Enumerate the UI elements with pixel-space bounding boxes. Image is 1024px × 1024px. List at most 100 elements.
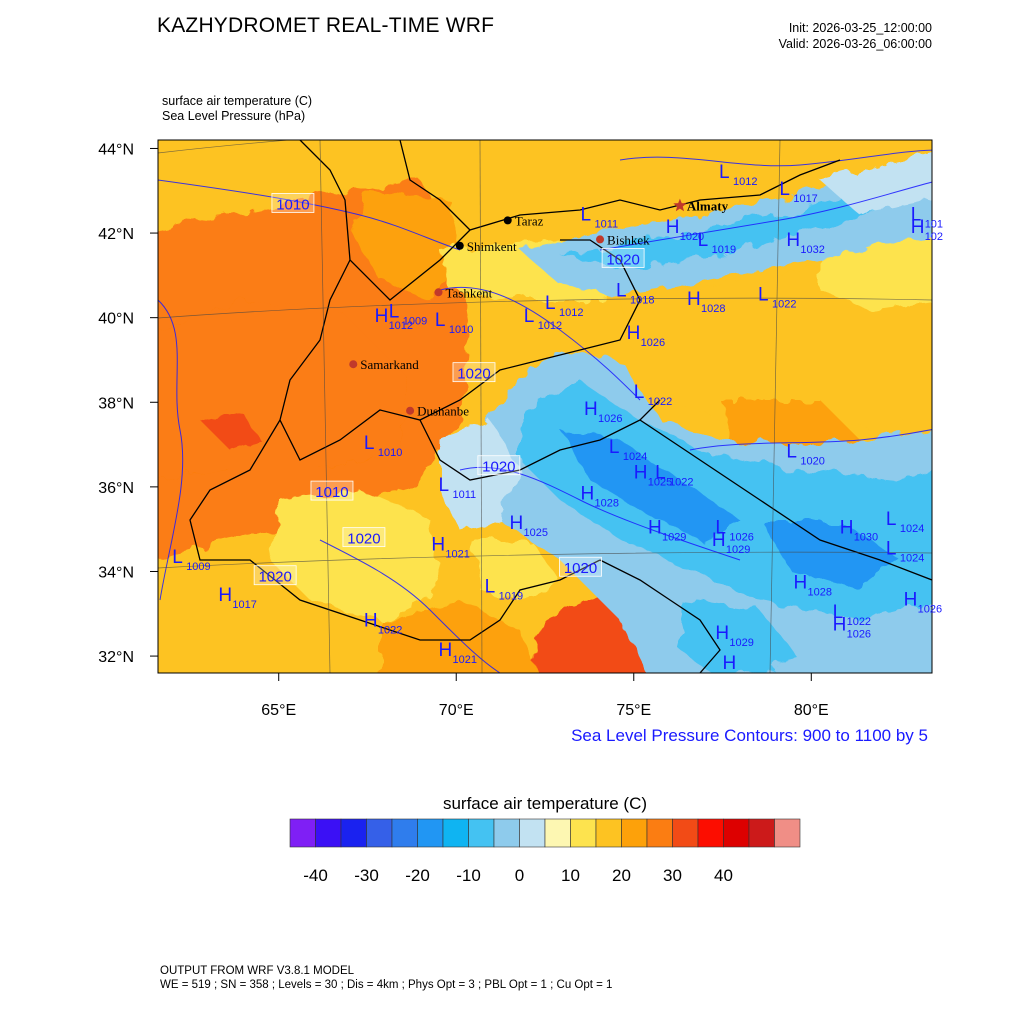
low-pressure-marker: L	[715, 517, 726, 538]
pressure-center-value: 1012	[538, 320, 562, 332]
low-pressure-marker: L	[172, 547, 183, 568]
model-footer: OUTPUT FROM WRF V3.8.1 MODEL WE = 519 ; …	[160, 964, 612, 992]
isobar-label-box	[452, 362, 496, 383]
isobar-label-box	[601, 248, 645, 268]
lat-tick-label: 42°N	[98, 226, 134, 243]
pressure-center-value: 1012	[559, 307, 583, 319]
isobar-label: 1020	[457, 366, 490, 383]
pressure-center-value: 1010	[449, 324, 473, 336]
high-pressure-marker: H	[218, 585, 232, 606]
city-dot-icon	[406, 406, 415, 415]
city-dot-icon	[503, 216, 512, 225]
pressure-center-value: 1025	[648, 476, 672, 488]
pressure-center-value: 1020	[800, 455, 824, 467]
lat-tick-label: 40°N	[98, 311, 134, 328]
high-pressure-marker: H	[904, 589, 918, 610]
low-pressure-marker: L	[435, 310, 446, 331]
low-pressure-marker: L	[364, 433, 375, 454]
isobar-labels: 1010 1020 1020 1020 1010 1020 1020 1020	[253, 193, 645, 586]
high-pressure-marker: H	[438, 640, 452, 661]
city-star-icon	[673, 198, 687, 212]
field-labels: surface air temperature (C) Sea Level Pr…	[162, 94, 312, 124]
pressure-center-value: 1009	[186, 561, 210, 573]
city-label: Samarkand	[360, 357, 419, 372]
pressure-center-value: 1009	[403, 316, 427, 328]
high-pressure-marker: H	[666, 217, 680, 238]
city-dot-icon	[596, 235, 605, 244]
isobar-label-box	[253, 565, 297, 586]
pressure-center-value: 1029	[726, 544, 750, 556]
high-pressure-marker: H	[840, 517, 854, 538]
pressure-center-value: 1026	[847, 629, 871, 641]
high-pressure-marker: H	[627, 323, 641, 344]
isobar-label-box	[477, 455, 521, 476]
isobar-label: 1020	[258, 569, 291, 586]
isobar-label: 1020	[347, 531, 380, 548]
low-pressure-marker: L	[886, 509, 897, 530]
city-label: Dushanbe	[417, 404, 469, 419]
pressure-center-value: 1028	[595, 498, 619, 510]
isobar-label: 1020	[606, 251, 639, 268]
lon-tick-label: 80°E	[794, 702, 829, 719]
low-pressure-marker: L	[833, 602, 844, 623]
map-axes: 65°E 70°E 75°E 80°E 44°N 42°N 40°N 38°N 36°N 34°N…	[98, 141, 828, 719]
low-pressure-marker: L	[779, 179, 790, 200]
low-pressure-marker: L	[545, 293, 556, 314]
pressure-center-value: 1012	[389, 320, 413, 332]
city-label: Taraz	[515, 213, 544, 228]
valid-time: Valid: 2026-03-26_06:00:00	[778, 37, 932, 51]
pressure-center-value: 1022	[772, 299, 796, 311]
low-pressure-marker: L	[719, 162, 730, 183]
low-pressure-marker: L	[616, 281, 627, 302]
lat-tick-label: 44°N	[98, 141, 134, 158]
low-pressure-marker: L	[389, 302, 400, 323]
high-pressure-marker: H	[715, 623, 729, 644]
high-pressure-marker: H	[431, 534, 445, 555]
pressure-center-value: 1025	[523, 527, 547, 539]
pressure-center-value: 1011	[595, 218, 619, 230]
pressure-center-value: 1022	[669, 476, 693, 488]
pressure-center-value: 1024	[623, 451, 647, 463]
low-pressure-marker: L	[524, 306, 535, 327]
high-pressure-marker: H	[911, 217, 925, 238]
lat-tick-label: 38°N	[98, 395, 134, 412]
low-pressure-marker: L	[786, 441, 797, 462]
low-pressure-marker: L	[758, 285, 769, 306]
pressure-center-value: 1017	[232, 599, 256, 611]
city-markers: Almaty Taraz Bishkek Shimkent Tashkent Samark…	[349, 198, 729, 419]
city-label: Almaty	[687, 199, 729, 214]
low-pressure-marker: L	[634, 382, 645, 403]
pressure-center-value: 1021	[445, 548, 469, 560]
pressure-center-value: 1019	[499, 591, 523, 603]
temperature-field	[158, 140, 932, 673]
city-dot-icon	[455, 241, 464, 250]
pressure-center-value: 1020	[680, 231, 704, 243]
pressure-center-value: 1026	[598, 413, 622, 425]
init-time: Init: 2026-03-25_12:00:00	[788, 21, 932, 35]
lon-tick-label: 75°E	[616, 702, 651, 719]
lat-tick-label: 34°N	[98, 564, 134, 581]
lat-tick-label: 32°N	[98, 649, 134, 666]
city-dot-icon	[349, 360, 358, 369]
low-pressure-marker: L	[911, 204, 922, 225]
temperature-field-label: surface air temperature (C)	[162, 94, 313, 108]
high-pressure-marker: H	[794, 572, 808, 593]
pressure-center-value: 1010	[378, 447, 402, 459]
page-title: KAZHYDROMET REAL-TIME WRF	[157, 14, 495, 37]
high-pressure-marker: H	[648, 517, 662, 538]
lon-tick-label: 65°E	[261, 702, 296, 719]
isobar-label-box	[559, 556, 602, 577]
isobar-label-box	[271, 193, 315, 213]
isobar-label-box	[342, 527, 386, 548]
pressure-center-value: 1021	[452, 654, 476, 666]
pressure-center-value: 1032	[800, 244, 824, 256]
high-pressure-marker: H	[833, 615, 847, 636]
pressure-center-value: 1024	[900, 523, 924, 535]
low-pressure-marker: L	[698, 230, 709, 251]
isobar-label: 1010	[315, 484, 348, 501]
pressure-center-value: 1019	[712, 244, 736, 256]
colorbar-title: surface air temperature (C)	[442, 794, 648, 813]
pressure-center-value: 1022	[847, 616, 871, 628]
city-dot-icon	[434, 288, 443, 297]
